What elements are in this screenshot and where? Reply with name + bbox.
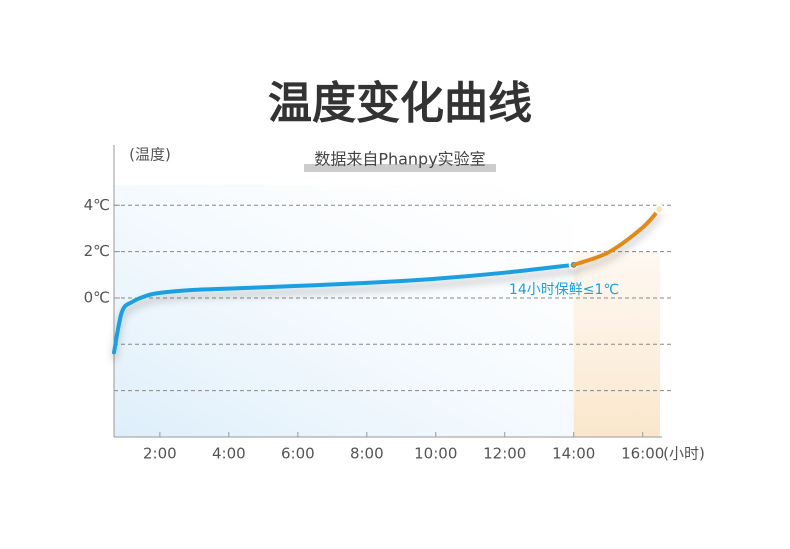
background-layer — [114, 185, 672, 437]
y-tick-label: 0℃ — [84, 288, 110, 306]
x-tick-label: 16:00 — [621, 445, 664, 463]
y-tick-label: 4℃ — [84, 196, 110, 214]
line-series — [571, 207, 662, 267]
subtitle-underline — [304, 164, 496, 172]
x-tick-label: 12:00 — [483, 445, 526, 463]
x-tick-label: 6:00 — [281, 445, 315, 463]
x-tick-label: 4:00 — [212, 445, 246, 463]
chart-title: 温度变化曲线 — [268, 78, 532, 129]
x-tick-label: 14:00 — [552, 445, 595, 463]
plot-layer: 0℃ 2℃ 4℃ 2:00 4:00 6:00 8:00 10:00 12:00 14:00 16:… — [84, 145, 665, 463]
y-tick-label: 2℃ — [84, 242, 110, 260]
x-tick-label: 10:00 — [414, 445, 457, 463]
x-axis-label: (小时) — [663, 445, 705, 463]
chart-subtitle: 数据来自Phanpy实验室 — [314, 150, 485, 169]
x-tick-label: 2:00 — [143, 445, 177, 463]
annotation: 14小时保鲜≤1℃ — [509, 282, 619, 298]
x-tick-label: 8:00 — [350, 445, 384, 463]
blue-region — [114, 185, 574, 437]
y-axis-label: (温度) — [129, 146, 171, 164]
orange-region — [573, 252, 660, 437]
line-series — [112, 262, 576, 355]
end-point — [654, 204, 665, 215]
